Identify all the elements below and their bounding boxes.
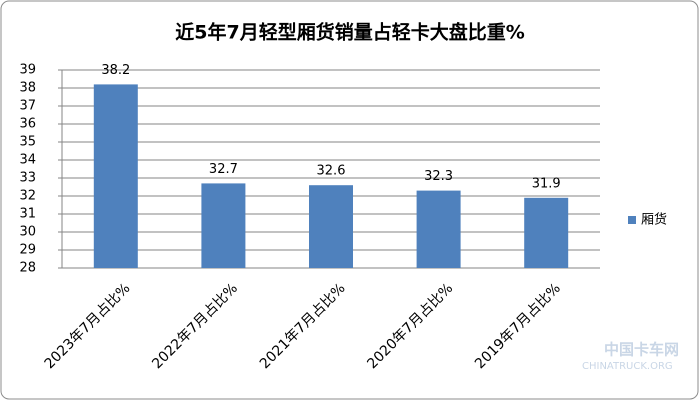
bar bbox=[524, 197, 569, 268]
y-tick-label: 32 bbox=[19, 189, 36, 204]
y-tick-label: 34 bbox=[19, 153, 36, 168]
data-label: 32.6 bbox=[317, 164, 346, 179]
watermark: 中国卡车网 bbox=[604, 341, 679, 359]
bar bbox=[416, 190, 461, 268]
data-label: 31.9 bbox=[532, 176, 561, 191]
data-label: 32.3 bbox=[424, 169, 453, 184]
y-tick-label: 36 bbox=[19, 117, 36, 132]
y-tick-label: 35 bbox=[19, 135, 36, 150]
legend-swatch bbox=[628, 216, 636, 224]
bar bbox=[93, 84, 138, 269]
y-tick-label: 37 bbox=[19, 99, 36, 114]
data-label: 32.7 bbox=[209, 162, 238, 177]
bar bbox=[201, 183, 246, 268]
y-tick-label: 28 bbox=[19, 261, 36, 276]
y-tick-label: 39 bbox=[19, 63, 36, 78]
y-tick-label: 33 bbox=[19, 171, 36, 186]
data-label: 38.2 bbox=[101, 63, 130, 78]
legend-label: 厢货 bbox=[641, 212, 667, 228]
bar bbox=[309, 185, 353, 268]
y-tick-label: 30 bbox=[19, 225, 36, 240]
y-tick-label: 38 bbox=[19, 81, 36, 96]
watermark: CHINATRUCK.ORG bbox=[582, 361, 673, 372]
chart-title: 近5年7月轻型厢货销量占轻卡大盘比重% bbox=[175, 21, 524, 44]
y-tick-label: 29 bbox=[19, 243, 36, 258]
y-tick-label: 31 bbox=[19, 207, 36, 222]
